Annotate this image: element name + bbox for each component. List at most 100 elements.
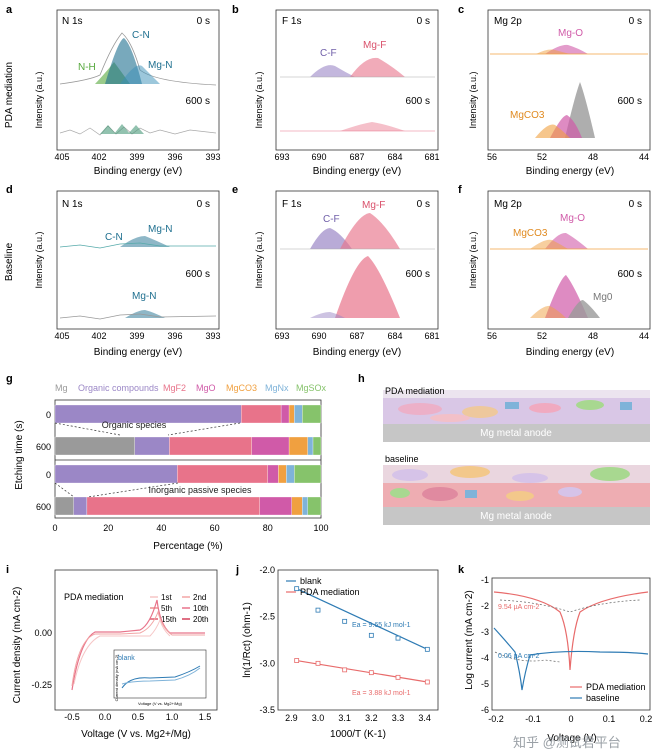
svg-text:399: 399 [129,331,144,341]
data-point [424,646,430,652]
data-point [395,635,401,641]
panel-f: f Intensity (a.u.) Mg 2p 0 s 600 s Mg-O … [458,184,651,358]
panel-k-xticks: -0.2 -0.1 0 0.1 0.2 [488,714,652,724]
panel-a-xlabel: Binding energy (eV) [94,166,182,177]
panel-a-peak-mgn [120,65,160,84]
svg-text:0.5: 0.5 [132,712,145,722]
legend-item: Mg [55,383,68,393]
svg-text:56: 56 [487,331,497,341]
svg-text:-0.1: -0.1 [525,714,541,724]
legend-item: MgF2 [163,383,186,393]
panel-e-frame [275,190,439,330]
panel-a-time-bottom: 600 s [186,96,210,107]
bar-organic-compounds-1 [134,436,170,456]
panel-g-annotation-organic: Organic species [102,420,167,430]
panel-g-annotation-inorganic: Inorganic passive species [148,485,252,495]
legend-label: 1st [161,593,172,602]
svg-text:-6: -6 [481,705,489,715]
ytick-label: -2.5 [259,612,275,622]
panel-b-frame [275,9,439,151]
data-point [368,670,374,676]
panel-c-time-top: 0 s [629,16,642,27]
panel-f-frame [487,190,651,330]
panel-g-letter: g [6,373,13,385]
data-point [424,679,430,685]
bar-mgnx-1 [307,436,314,456]
fit-line-0 [296,588,428,650]
svg-text:44: 44 [639,331,649,341]
panel-c-ylabel: Intensity (a.u.) [468,71,478,128]
label-f-mgco3: MgCO3 [513,228,548,239]
xtick-label: 3.2 [365,713,378,723]
panel-i-inset-ylabel: Current density (mA cm-2) [114,654,119,701]
panel-k: k Log current (mA cm-2) 9.54 µA cm-2 0.0… [458,564,652,744]
panel-b-peak-mgf [350,57,405,77]
legend-label: PDA mediation [586,682,646,692]
panel-i-xlabel: Voltage (V vs. Mg2+/Mg) [81,729,191,740]
legend-item: MgCO3 [226,383,257,393]
bar-mgnx-0 [294,404,303,424]
panel-f-time-bottom: 600 s [618,269,642,280]
svg-text:393: 393 [205,331,220,341]
legend-label: 2nd [193,593,206,602]
data-point [294,586,300,592]
panel-k-curve-baseline [493,627,649,691]
svg-text:48: 48 [588,152,598,162]
xtick-label: 3.3 [392,713,405,723]
svg-text:687: 687 [349,331,364,341]
xtick-label: 2.9 [285,713,298,723]
panel-a-600s-peaks [100,124,144,134]
legend-label: baseline [586,693,620,703]
label-mgco3: MgCO3 [510,110,545,121]
svg-text:-2: -2 [481,601,489,611]
panel-c-frame [487,9,651,151]
panel-d-ticks: 405 402 399 396 393 [54,331,220,341]
bar-mgsox-0 [302,404,322,424]
svg-text:0.00: 0.00 [34,628,52,638]
panel-b-letter: b [232,4,239,16]
panel-h: h PDA mediation Mg metal anode baseline … [358,373,650,525]
category-label: 600 [36,442,51,452]
panel-g-bars [54,404,322,516]
panel-g-ylabel: Etching time (s) [14,420,25,489]
pda-title: PDA mediation [385,386,445,396]
svg-text:693: 693 [274,331,289,341]
bar-mgsox-2 [294,464,322,484]
legend-label: 5th [161,604,172,613]
svg-text:693: 693 [274,152,289,162]
xtick-label: 40 [156,523,166,533]
svg-text:0.1: 0.1 [603,714,616,724]
panel-a: a PDA mediation Intensity (a.u.) N 1s 0 … [4,4,221,177]
panel-g-legend: Mg Organic compounds MgF2 MgO MgCO3 MgNx MgSOx [55,383,327,393]
panel-d-letter: d [6,184,13,196]
panel-f-letter: f [458,184,462,196]
bar-mgsox-3 [307,496,322,516]
bar-mg-1 [54,436,135,456]
legend-label: blank [300,576,322,586]
data-point [342,667,348,673]
panel-e-time-bottom: 600 s [406,269,430,280]
row-label-pda: PDA mediation [4,62,15,128]
ytick-label: -2.0 [259,565,275,575]
label-e-cf: C-F [323,214,340,225]
xtick-label: 80 [263,523,273,533]
svg-text:-0.2: -0.2 [488,714,504,724]
svg-text:1.0: 1.0 [166,712,179,722]
label-f-mg0: Mg0 [593,292,613,303]
panel-b-time-bottom: 600 s [406,96,430,107]
svg-text:684: 684 [387,331,402,341]
panel-j-frame [277,569,439,711]
panel-e-element: F 1s [282,199,301,210]
data-point [342,618,348,624]
legend-label: PDA mediation [300,587,360,597]
panel-i-title: PDA mediation [64,592,124,602]
bar-mgco3-1 [288,436,308,456]
panel-i-legend: 1st 2nd 5th 10th 15th 20th [150,593,209,624]
bar-mgco3-0 [288,404,295,424]
bar-mgf2-0 [241,404,282,424]
label-cf: C-F [320,48,337,59]
panel-d-ylabel: Intensity (a.u.) [34,231,44,288]
svg-text:687: 687 [349,152,364,162]
